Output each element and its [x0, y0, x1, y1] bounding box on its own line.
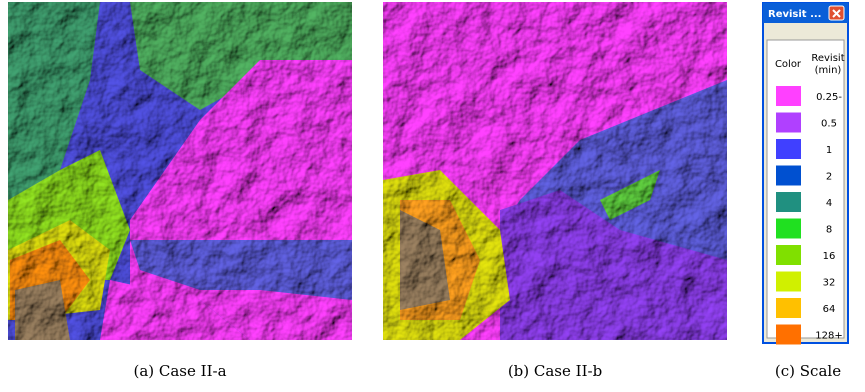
legend-label: 16 — [823, 251, 836, 262]
legend-swatch — [776, 192, 801, 212]
map-case-b — [383, 2, 727, 340]
legend-swatch — [776, 298, 801, 318]
legend-label: 8 — [826, 225, 832, 236]
legend-label: 128+ — [815, 331, 842, 342]
legend-label: 64 — [823, 304, 836, 315]
legend-swatch — [776, 86, 801, 106]
legend-label: 4 — [826, 198, 832, 209]
legend-window: Revisit ... Color Revisit (min) 0.25- 0.5… — [763, 3, 848, 345]
legend-label: 0.25- — [816, 92, 842, 103]
legend-swatch — [776, 325, 801, 345]
legend-swatch — [776, 272, 801, 292]
window-title: Revisit ... — [768, 9, 821, 20]
legend-swatch — [776, 166, 801, 186]
header-revisit: Revisit — [811, 53, 844, 64]
legend-label: 0.5 — [821, 119, 837, 130]
map-case-a — [8, 2, 352, 340]
legend-label: 32 — [823, 278, 836, 289]
legend-swatch — [776, 113, 801, 133]
figure: Revisit ... Color Revisit (min) 0.25- 0.5… — [0, 0, 865, 392]
legend-swatch — [776, 139, 801, 159]
caption: (c) Scale — [775, 362, 841, 380]
legend-list — [767, 40, 844, 338]
legend-swatch — [776, 219, 801, 239]
legend-label: 2 — [826, 172, 832, 183]
legend-swatch — [776, 245, 801, 265]
caption: (b) Case II-b — [508, 362, 602, 380]
header-revisit-unit: (min) — [815, 65, 842, 76]
header-color: Color — [775, 59, 802, 70]
legend-label: 1 — [826, 145, 832, 156]
caption: (a) Case II-a — [133, 362, 226, 380]
